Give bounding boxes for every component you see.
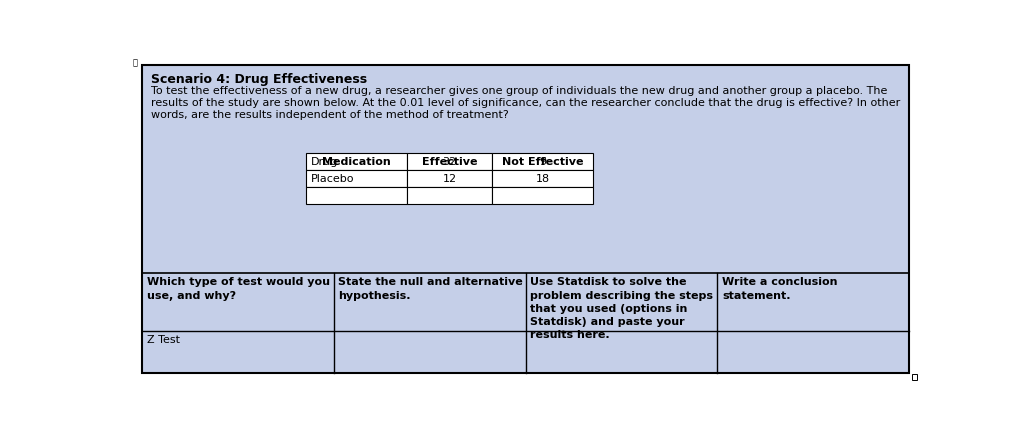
Text: Drug: Drug bbox=[311, 157, 338, 167]
Bar bbox=[911, 374, 916, 380]
Text: State the null and alternative
hypothesis.: State the null and alternative hypothesi… bbox=[338, 277, 523, 300]
Text: Scenario 4: Drug Effectiveness: Scenario 4: Drug Effectiveness bbox=[152, 73, 368, 85]
Text: To test the effectiveness of a new drug, a researcher gives one group of individ: To test the effectiveness of a new drug,… bbox=[152, 86, 900, 120]
Text: Z Test: Z Test bbox=[146, 335, 179, 345]
Text: 9: 9 bbox=[539, 157, 546, 167]
Text: Write a conclusion
statement.: Write a conclusion statement. bbox=[722, 277, 838, 300]
Bar bbox=[407, 187, 493, 204]
Bar bbox=[407, 170, 493, 187]
Text: 32: 32 bbox=[442, 157, 457, 167]
Text: 18: 18 bbox=[536, 174, 550, 184]
Text: 12: 12 bbox=[442, 174, 457, 184]
Text: Which type of test would you
use, and why?: Which type of test would you use, and wh… bbox=[146, 277, 330, 300]
Text: ⬞: ⬞ bbox=[133, 59, 137, 68]
Text: Placebo: Placebo bbox=[311, 174, 354, 184]
Bar bbox=[493, 170, 593, 187]
Bar bbox=[407, 153, 493, 170]
Text: Medication: Medication bbox=[323, 157, 391, 167]
Bar bbox=[493, 187, 593, 204]
Bar bbox=[493, 153, 593, 170]
Text: Effective: Effective bbox=[422, 157, 477, 167]
Text: Not Effective: Not Effective bbox=[502, 157, 584, 167]
Text: Use Statdisk to solve the
problem describing the steps
that you used (options in: Use Statdisk to solve the problem descri… bbox=[530, 277, 714, 340]
Bar bbox=[306, 170, 407, 187]
Bar bbox=[306, 187, 407, 204]
Bar bbox=[306, 153, 407, 170]
